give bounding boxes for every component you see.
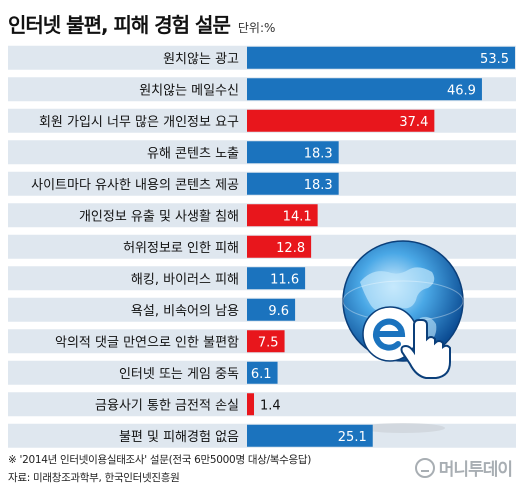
globe-cursor-icon xyxy=(342,240,464,433)
bar xyxy=(247,172,339,195)
category-label: 원치않는 메일수신 xyxy=(139,83,239,98)
bar xyxy=(247,141,339,164)
category-label: 불편 및 피해경험 없음 xyxy=(119,430,239,445)
value-label: 37.4 xyxy=(399,115,428,130)
watermark-text: 머니투데이 xyxy=(438,460,513,480)
watermark-logo-icon xyxy=(414,457,435,478)
category-label: 원치않는 광고 xyxy=(163,52,239,67)
category-label: 회원 가입시 너무 많은 개인정보 요구 xyxy=(39,115,239,130)
bar xyxy=(247,267,306,290)
category-label: 악의적 댓글 만연으로 인한 불편함 xyxy=(55,335,239,350)
category-label: 해킹, 바이러스 피해 xyxy=(131,272,239,287)
bar xyxy=(247,46,515,69)
unit-label: 단위:% xyxy=(237,21,276,35)
value-label: 7.5 xyxy=(258,335,279,350)
bar xyxy=(247,204,318,227)
value-label: 12.8 xyxy=(276,241,305,256)
title-row: 인터넷 불편, 피해 경험 설문 단위:% xyxy=(8,9,276,37)
bar xyxy=(247,235,312,258)
category-label: 개인정보 유출 및 사생활 침해 xyxy=(79,209,239,224)
category-label: 금융사기 통한 금전적 손실 xyxy=(95,398,239,413)
bar-layer: 원치않는 광고 53.5 원치않는 메일수신 46.9 회원 가입시 너무 많은 개인정… xyxy=(31,46,515,447)
bar xyxy=(247,298,296,321)
row-band xyxy=(8,392,516,417)
survey-footnote: ※ '2014년 인터넷이용실태조사' 설문(전국 6만5000명 대상/복수응… xyxy=(8,454,312,466)
value-label: 11.6 xyxy=(270,272,299,287)
category-label: 사이트마다 유사한 내용의 콘텐츠 제공 xyxy=(31,178,239,193)
value-label: 25.1 xyxy=(338,430,367,445)
source-note: 자료: 미래창조과학부, 한국인터넷진흥원 xyxy=(8,472,180,484)
value-label: 53.5 xyxy=(480,52,509,67)
value-label: 46.9 xyxy=(447,83,476,98)
category-label: 인터넷 또는 게임 중독 xyxy=(119,367,239,382)
bar xyxy=(247,393,255,416)
watermark: 머니투데이 xyxy=(414,455,513,480)
bar xyxy=(247,330,285,353)
value-label: 9.6 xyxy=(268,304,289,319)
value-label: 18.3 xyxy=(304,146,333,161)
value-label: 1.4 xyxy=(260,398,281,413)
bar xyxy=(247,109,435,132)
category-label: 욕설, 비속어의 남용 xyxy=(131,304,239,319)
value-label: 14.1 xyxy=(283,209,312,224)
value-label: 18.3 xyxy=(304,178,333,193)
bar xyxy=(247,361,278,384)
bar xyxy=(247,424,373,447)
chart-title: 인터넷 불편, 피해 경험 설문 xyxy=(8,13,231,37)
category-label: 유해 콘텐츠 노출 xyxy=(147,146,239,161)
bar xyxy=(247,78,482,101)
value-label: 6.1 xyxy=(251,367,272,382)
category-label: 허위정보로 인한 피해 xyxy=(123,241,239,256)
